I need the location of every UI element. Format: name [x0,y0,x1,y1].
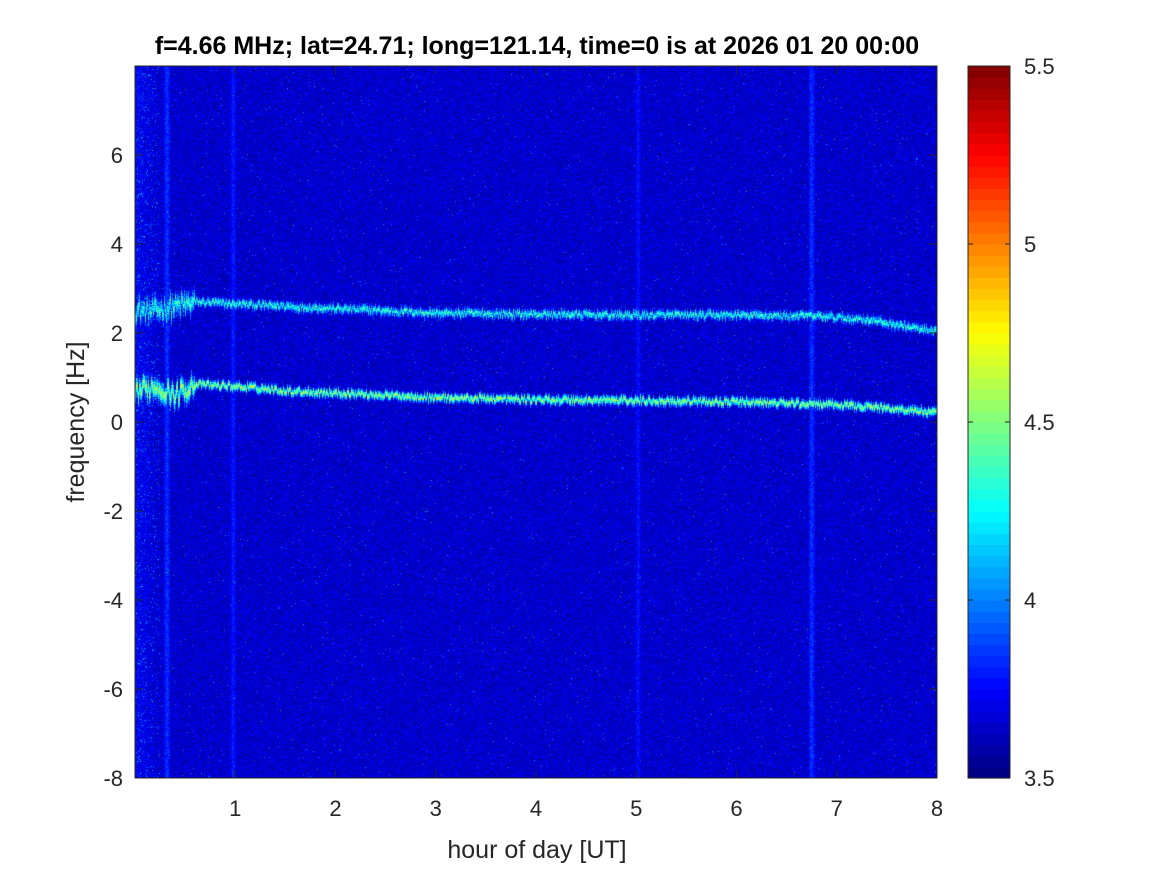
colorbar-segment [968,422,1010,434]
x-tick-labels: 1 2 3 4 5 6 7 8 [229,796,943,821]
x-tick-label: 7 [831,796,843,821]
x-tick-label: 1 [229,796,241,821]
colorbar-segment [968,722,1010,735]
colorbar-segment [968,511,1010,523]
colorbar-segment [968,210,1010,223]
colorbar-segment [968,177,1010,189]
colorbar-segment [968,755,1010,768]
colorbar-segment [968,677,1010,690]
colorbar-segment [968,655,1010,668]
y-tick-labels: -8 -6 -4 -2 0 2 4 6 [103,143,123,791]
colorbar-segment [968,310,1010,323]
colorbar-segment [968,77,1010,89]
colorbar-segment [968,232,1010,245]
y-tick-label: 2 [111,321,123,346]
colorbar-segment [968,299,1010,312]
plot-frame [134,65,938,779]
x-tick-label: 4 [530,796,542,821]
y-tick-label: -6 [103,677,123,702]
colorbar-segment [968,622,1010,634]
colorbar-segment [968,433,1010,445]
colorbar-segment [968,711,1010,723]
colorbar-segment [968,166,1010,178]
colorbar-tick-label: 4.5 [1024,410,1055,435]
colorbar-segment [968,66,1010,78]
colorbar-segment [968,143,1010,156]
colorbar-segment [968,444,1010,456]
y-tick-label: -2 [103,499,123,524]
colorbar-segment [968,488,1010,501]
colorbar-segment [968,544,1010,557]
colorbar-tick-label: 5.5 [1024,54,1055,79]
colorbar-segment [968,733,1010,746]
colorbar-segment [968,644,1010,657]
colorbar-segment [968,555,1010,568]
y-tick-label: -4 [103,588,123,613]
colorbar-gradient [968,66,1010,779]
colorbar-segment [968,477,1010,490]
colorbar-segment [968,188,1010,201]
colorbar-segment [968,99,1010,112]
colorbar-segment [968,355,1010,367]
colorbar-segment [968,744,1010,757]
colorbar-segment [968,410,1010,423]
plot-area [134,65,938,779]
x-axis-label: hour of day [UT] [447,836,626,864]
x-tick-label: 3 [430,796,442,821]
colorbar-segment [968,244,1010,256]
y-tick-label: 4 [111,232,123,257]
colorbar-segment [968,611,1010,623]
colorbar-segment [968,255,1010,267]
colorbar-segment [968,600,1010,612]
chart-title: f=4.66 MHz; lat=24.71; long=121.14, time… [155,32,919,60]
colorbar-segment [968,377,1010,390]
colorbar-segment [968,533,1010,545]
colorbar-segment [968,199,1010,212]
colorbar-segment [968,277,1010,290]
colorbar-segment [968,689,1010,701]
x-tick-label: 2 [329,796,341,821]
colorbar-segment [968,366,1010,379]
colorbar-segment [968,399,1010,412]
colorbar-segment [968,132,1010,145]
colorbar-segment [968,455,1010,468]
y-tick-label: 6 [111,143,123,168]
colorbar-tick-label: 5 [1024,232,1036,257]
colorbar-segment [968,666,1010,679]
colorbar-segment [968,522,1010,534]
colorbar-segment [968,121,1010,134]
y-tick-label: -8 [103,766,123,791]
colorbar-ticks: 3.5 4 4.5 5 5.5 [968,54,1055,791]
colorbar-segment [968,577,1010,590]
colorbar-segment [968,321,1010,334]
x-tick-label: 8 [931,796,943,821]
colorbar-segment [968,588,1010,601]
colorbar-segment [968,155,1010,167]
colorbar: 3.5 4 4.5 5 5.5 [967,54,1055,791]
colorbar-segment [968,110,1010,123]
colorbar-segment [968,288,1010,301]
x-tick-label: 5 [630,796,642,821]
colorbar-segment [968,333,1010,345]
spectrogram-heatmap [135,66,937,778]
colorbar-segment [968,700,1010,712]
colorbar-segment [968,266,1010,278]
y-axis-label: frequency [Hz] [62,341,90,502]
colorbar-tick-label: 3.5 [1024,766,1055,791]
y-tick-label: 0 [111,410,123,435]
colorbar-segment [968,633,1010,646]
colorbar-segment [968,466,1010,479]
colorbar-segment [968,766,1010,779]
colorbar-segment [968,566,1010,579]
colorbar-segment [968,221,1010,234]
x-tick-label: 6 [730,796,742,821]
colorbar-segment [968,88,1010,100]
colorbar-segment [968,344,1010,356]
colorbar-tick-label: 4 [1024,588,1036,613]
colorbar-segment [968,499,1010,512]
colorbar-segment [968,388,1010,401]
